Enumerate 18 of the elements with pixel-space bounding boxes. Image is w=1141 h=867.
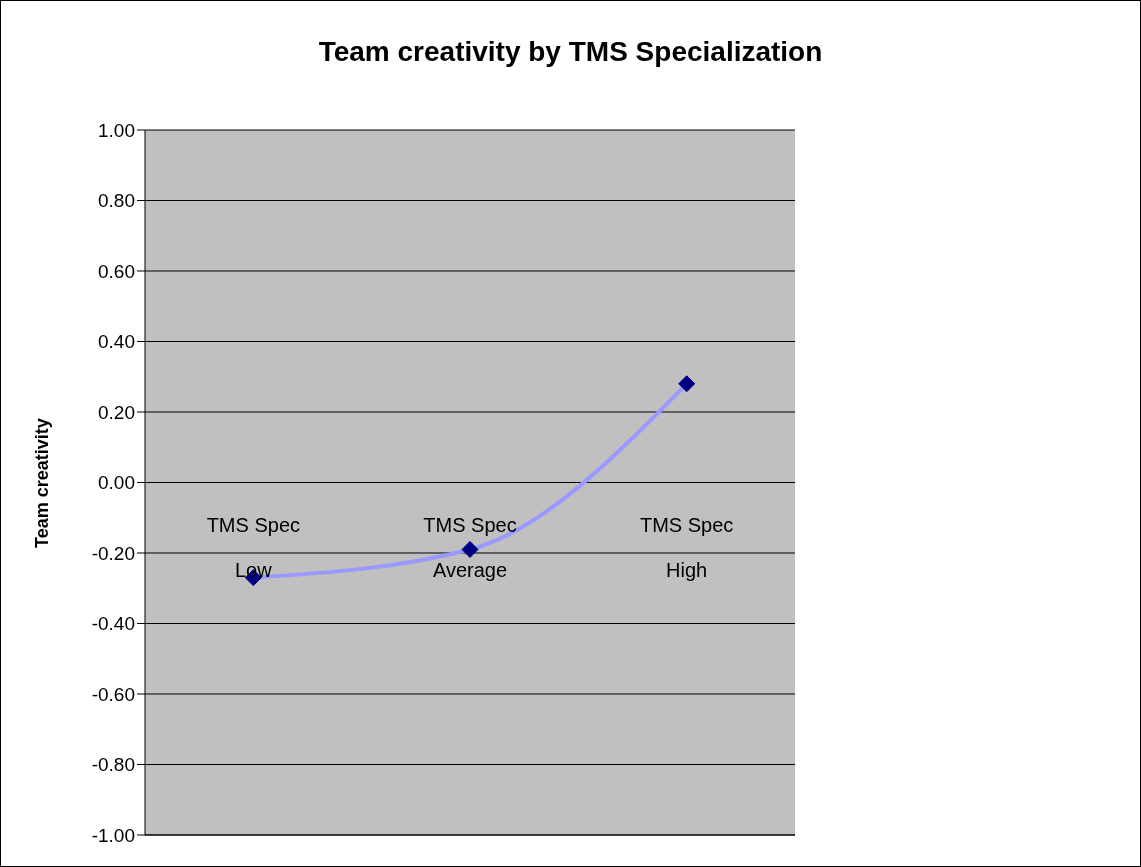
y-axis-title: Team creativity [31, 417, 53, 548]
chart-title: Team creativity by TMS Specialization [317, 36, 824, 68]
y-tick-label: 0.00 [98, 472, 135, 494]
y-tick-label: -1.00 [91, 824, 135, 846]
y-tick-label: 0.40 [98, 331, 135, 353]
y-tick-label: -0.80 [91, 754, 135, 776]
y-tick-label: 0.60 [98, 260, 135, 282]
y-tick-label: 0.80 [98, 190, 135, 212]
point [461, 540, 479, 558]
x-tick-label: TMS Spec Low [206, 514, 301, 582]
y-tick-label: -0.40 [91, 613, 135, 635]
x-tick-label: TMS Spec High [639, 514, 734, 582]
y-tick-label: -0.20 [91, 542, 135, 564]
y-tick-label: -0.60 [91, 683, 135, 705]
x-tick-label: TMS Spec Average [423, 514, 517, 582]
point [678, 375, 696, 393]
y-tick-label: 1.00 [98, 119, 135, 141]
y-tick-label: 0.20 [98, 401, 135, 423]
